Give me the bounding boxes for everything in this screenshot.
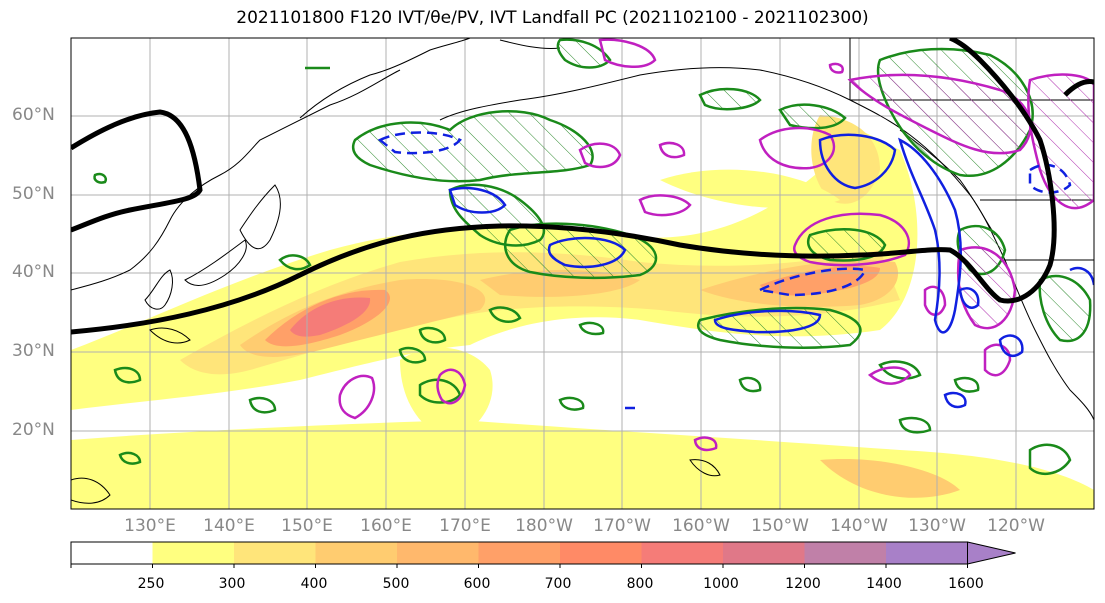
blue-contours — [448, 133, 1094, 410]
lon-label-150w: 150°W — [751, 516, 809, 536]
colorbar-segment — [723, 542, 805, 564]
lon-label-140w: 140°W — [830, 516, 888, 536]
lon-label-130e: 130°E — [124, 516, 176, 536]
map-title: 2021101800 F120 IVT/θe/PV, IVT Landfall … — [236, 8, 869, 28]
colorbar-segment — [478, 542, 561, 564]
magenta-contours — [338, 38, 1012, 452]
lon-label-170e: 170°E — [439, 516, 491, 536]
colorbar-tick-label: 700 — [544, 576, 572, 592]
colorbar-segment — [152, 542, 235, 564]
black-thick-contours — [71, 38, 1094, 335]
colorbar-tick-label: 1600 — [948, 576, 984, 592]
colorbar-tick-label: 800 — [626, 576, 654, 592]
lon-label-160e: 160°E — [360, 516, 412, 536]
lat-label-60n: 60°N — [12, 105, 55, 125]
colorbar-tick-label: 400 — [300, 576, 328, 592]
lon-label-150e: 150°E — [281, 516, 333, 536]
colorbar-extend-arrow — [967, 541, 1016, 565]
lat-label-40n: 40°N — [12, 262, 55, 282]
ivt-colorbar — [70, 541, 1016, 568]
map-frame — [70, 37, 1095, 510]
colorbar-tick-label: 500 — [382, 576, 410, 592]
colorbar-segment — [641, 542, 724, 564]
green-small-contours — [93, 66, 1072, 476]
map-panel — [71, 38, 1094, 509]
colorbar-segment — [397, 542, 479, 564]
lon-label-130w: 130°W — [908, 516, 966, 536]
colorbar-segment — [804, 542, 887, 564]
colorbar-tick-label: 300 — [218, 576, 246, 592]
lon-label-160w: 160°W — [672, 516, 730, 536]
magenta-hatched — [847, 73, 1094, 330]
colorbar-segment — [886, 542, 968, 564]
colorbar-tick-label: 250 — [137, 576, 165, 592]
lon-label-170w: 170°W — [593, 516, 651, 536]
colorbar-segment — [71, 542, 153, 564]
lat-label-20n: 20°N — [12, 420, 55, 440]
ivt-fill — [71, 115, 1094, 509]
blue-dashed-contours — [377, 131, 1072, 297]
lon-label-120w: 120°W — [987, 516, 1045, 536]
colorbar-segment — [560, 542, 642, 564]
lat-label-30n: 30°N — [12, 341, 55, 361]
colorbar-tick-label: 1200 — [785, 576, 821, 592]
lon-label-180w: 180°W — [515, 516, 573, 536]
colorbar-tick-label: 1400 — [866, 576, 902, 592]
lon-label-140e: 140°E — [203, 516, 255, 536]
colorbar-segment — [315, 542, 398, 564]
colorbar-tick-label: 1000 — [703, 576, 739, 592]
lat-label-50n: 50°N — [12, 184, 55, 204]
colorbar-segment — [234, 542, 316, 564]
colorbar-frame — [70, 541, 968, 565]
colorbar-tick-label: 600 — [463, 576, 491, 592]
